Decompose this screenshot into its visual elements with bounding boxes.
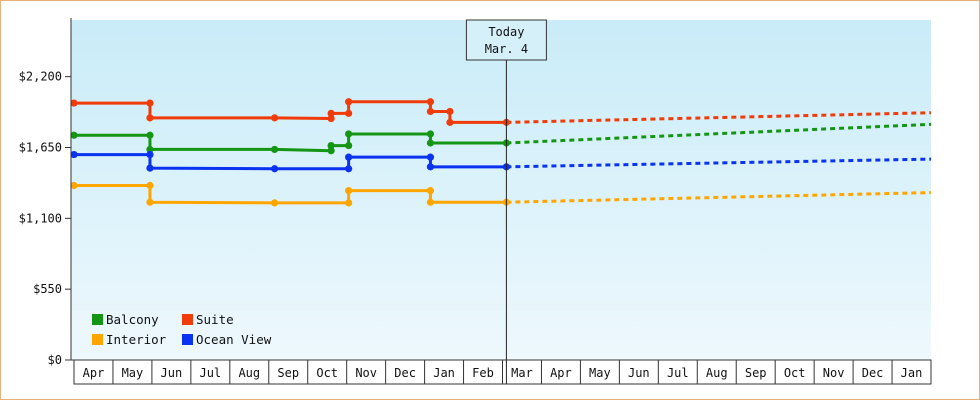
x-tick-label: May [122, 366, 144, 380]
series-ocean-view [70, 150, 932, 173]
x-tick-label: Jan [901, 366, 923, 380]
data-point [271, 199, 279, 207]
x-tick-label: Oct [316, 366, 338, 380]
plot-background [71, 20, 931, 360]
data-point [271, 114, 279, 122]
x-tick-label: Aug [238, 366, 260, 380]
legend-item-ocean-view: Ocean View [182, 332, 272, 347]
data-point [146, 145, 154, 154]
x-tick-label: Sep [277, 366, 299, 380]
data-point [70, 181, 78, 190]
data-point [146, 198, 154, 206]
data-point [327, 109, 335, 117]
y-tick-label: $2,200 [19, 70, 62, 84]
today-label: Today [488, 25, 524, 39]
x-tick-label: Sep [745, 366, 767, 380]
data-point [146, 181, 154, 190]
x-tick-label: Jul [199, 366, 221, 380]
data-point [426, 187, 435, 195]
legend-swatch [182, 334, 193, 345]
data-point [345, 98, 353, 106]
x-tick-label: Feb [472, 366, 494, 380]
data-point [345, 165, 353, 173]
x-tick-label: Mar [511, 366, 533, 380]
y-tick-label: $1,650 [19, 141, 62, 155]
legend-label: Ocean View [196, 332, 272, 347]
x-tick-label: Nov [823, 366, 845, 380]
x-tick-label: Aug [706, 366, 728, 380]
legend-item-interior: Interior [92, 332, 167, 347]
legend-label: Suite [196, 312, 234, 327]
today-callout [465, 19, 547, 61]
series-interior [70, 181, 932, 207]
x-tick-label: Apr [550, 366, 572, 380]
x-tick-label: Jul [667, 366, 689, 380]
data-point [426, 198, 435, 206]
data-point [70, 131, 78, 139]
x-tick-label: Nov [355, 366, 377, 380]
y-tick-label: $0 [48, 353, 62, 367]
series-balcony [70, 122, 932, 155]
x-tick-label: Jan [433, 366, 455, 380]
data-point [426, 153, 435, 161]
data-point [271, 165, 279, 173]
data-point [446, 107, 454, 116]
data-point [70, 150, 78, 159]
data-point [426, 163, 435, 171]
data-point [146, 99, 154, 107]
x-tick-label: Jun [161, 366, 183, 380]
legend-label: Interior [106, 332, 167, 347]
legend-label: Balcony [106, 312, 159, 327]
data-point [70, 99, 78, 107]
data-point [345, 199, 353, 207]
data-point [146, 114, 154, 122]
legend-item-balcony: Balcony [92, 312, 159, 327]
y-tick-label: $1,100 [19, 211, 62, 225]
x-tick-label: May [589, 366, 611, 380]
data-point [327, 141, 335, 150]
y-tick-label: $550 [33, 282, 62, 296]
legend-swatch [182, 314, 193, 325]
forecast-line-suite [506, 111, 932, 124]
legend-swatch [92, 314, 103, 325]
data-point [426, 139, 435, 147]
data-point [426, 107, 435, 116]
forecast-line-interior [506, 191, 932, 204]
data-point [426, 98, 435, 106]
data-point [345, 130, 353, 138]
x-tick-label: Dec [862, 366, 884, 380]
x-tick-label: Oct [784, 366, 806, 380]
data-point [345, 109, 353, 117]
data-point [327, 147, 335, 155]
data-point [327, 114, 335, 123]
data-point [345, 187, 353, 195]
x-tick-label: Dec [394, 366, 416, 380]
today-date: Mar. 4 [485, 42, 528, 56]
data-point [146, 131, 154, 139]
series-suite [70, 98, 932, 126]
data-point [146, 150, 154, 159]
legend-swatch [92, 334, 103, 345]
forecast-line-ocean-view [506, 157, 932, 169]
x-tick-label: Apr [83, 366, 105, 380]
x-tick-label: Jun [628, 366, 650, 380]
legend-item-suite: Suite [182, 312, 234, 327]
data-point [426, 130, 435, 138]
data-point [345, 153, 353, 161]
data-point [345, 141, 353, 150]
data-point [271, 145, 279, 154]
forecast-line-balcony [506, 122, 932, 145]
data-point [446, 118, 454, 126]
data-point [146, 164, 154, 172]
